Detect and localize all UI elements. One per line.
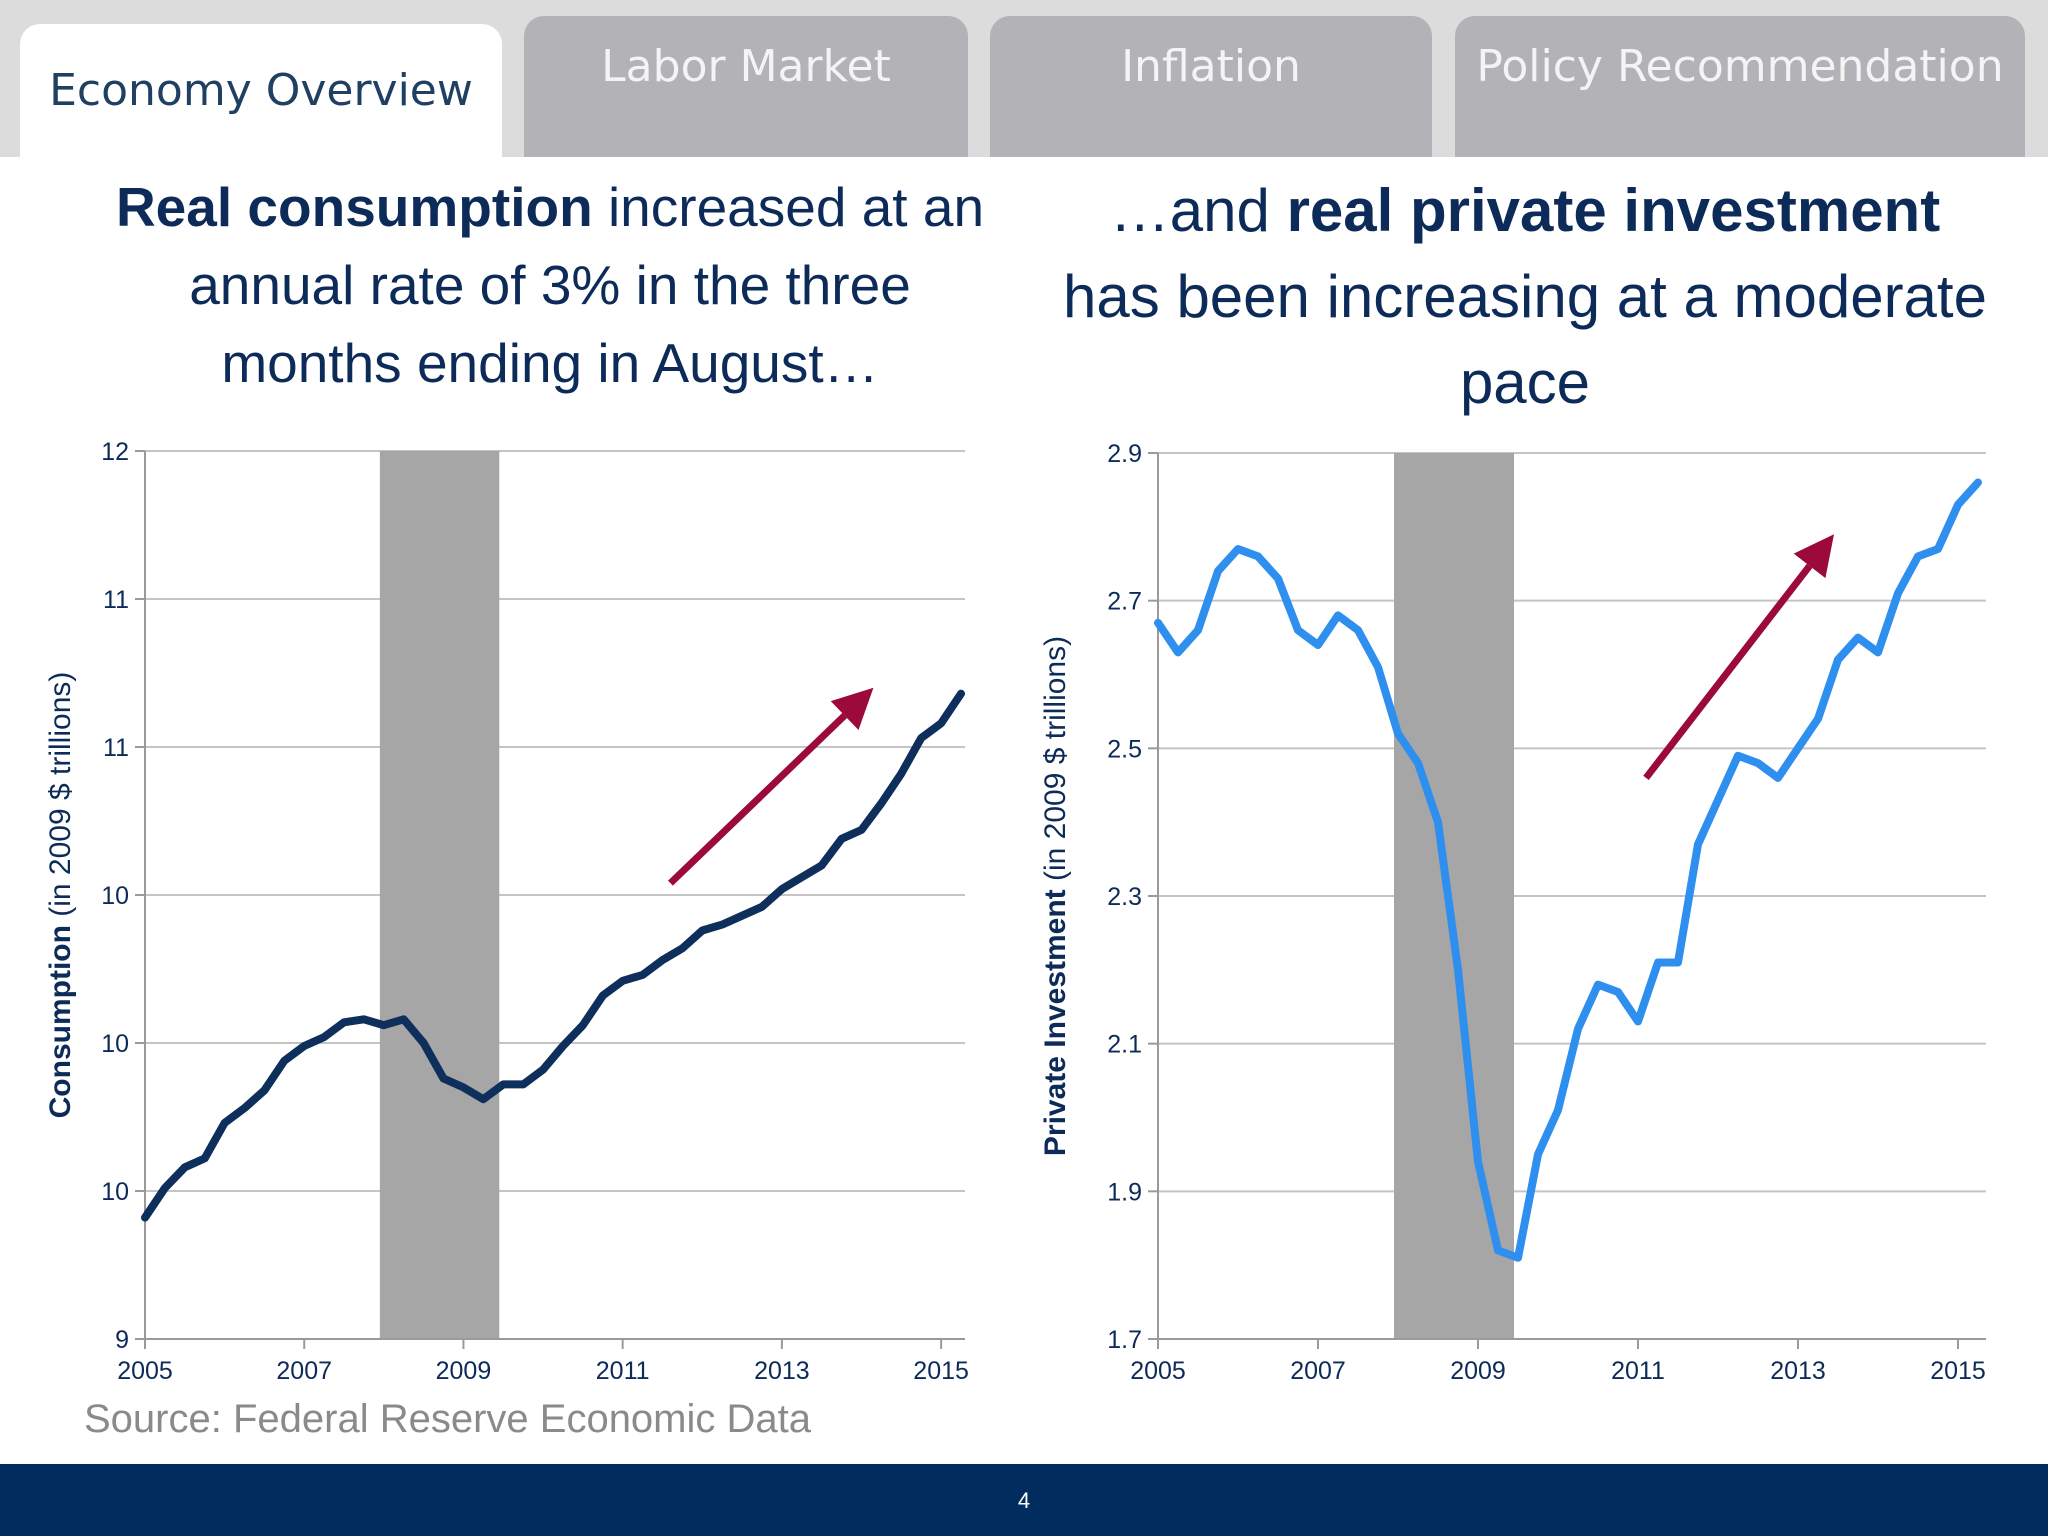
consumption-trend-arrow-shaft bbox=[668, 713, 848, 886]
consumption-y-axis-label: Consumption (in 2009 $ trillions) bbox=[44, 672, 77, 1119]
investment-y-tick-label: 2.7 bbox=[1107, 588, 1142, 616]
tab-bar: Economy Overview Labor Market Inflation … bbox=[0, 0, 2048, 157]
consumption-y-tick-label: 11 bbox=[103, 734, 129, 762]
consumption-y-tick-label: 10 bbox=[101, 1178, 129, 1206]
investment-x-tick-label: 2009 bbox=[1450, 1357, 1506, 1385]
tab-policy-recommendation[interactable]: Policy Recommendation bbox=[1455, 16, 2025, 157]
left-headline: Real consumption increased at an annual … bbox=[110, 168, 990, 402]
right-headline: …and real private investment has been in… bbox=[1060, 168, 1990, 426]
consumption-chart: 9 10 10 10 11 11 12 2005 2007 2009 2011 2013 2015 Con… bbox=[44, 438, 969, 1385]
consumption-x-tick-label: 2011 bbox=[596, 1357, 650, 1385]
right-headline-bold: real private investment bbox=[1286, 177, 1941, 244]
investment-x-tick-label: 2007 bbox=[1290, 1357, 1346, 1385]
consumption-x-tick-label: 2005 bbox=[117, 1357, 173, 1385]
investment-y-axis-label-bold: Private Investment bbox=[1039, 889, 1072, 1156]
consumption-recession-band bbox=[379, 451, 500, 1339]
consumption-y-axis-label-rest: (in 2009 $ trillions) bbox=[44, 672, 77, 925]
tab-economy-overview[interactable]: Economy Overview bbox=[20, 24, 502, 157]
investment-y-axis-label: Private Investment (in 2009 $ trillions) bbox=[1039, 636, 1072, 1156]
investment-y-tick-label: 1.7 bbox=[1107, 1326, 1142, 1354]
investment-series-line bbox=[1154, 478, 1982, 1262]
consumption-trend-arrowhead bbox=[830, 687, 874, 730]
consumption-y-tick-label: 12 bbox=[101, 438, 129, 466]
investment-x-tick-label: 2011 bbox=[1611, 1357, 1665, 1385]
tab-labor-market[interactable]: Labor Market bbox=[524, 16, 968, 157]
source-note: Source: Federal Reserve Economic Data bbox=[84, 1397, 811, 1441]
consumption-series-line bbox=[141, 689, 965, 1222]
right-headline-lead: …and bbox=[1109, 177, 1287, 244]
investment-y-tick-label: 2.3 bbox=[1107, 883, 1142, 911]
investment-x-tick-label: 2015 bbox=[1930, 1357, 1986, 1385]
footer-bar bbox=[0, 1464, 2048, 1536]
consumption-x-tick-label: 2013 bbox=[754, 1357, 810, 1385]
consumption-x-tick-label: 2015 bbox=[913, 1357, 969, 1385]
investment-x-tick-label: 2005 bbox=[1130, 1357, 1186, 1385]
consumption-y-tick-label: 10 bbox=[101, 882, 129, 910]
investment-x-tick-label: 2013 bbox=[1770, 1357, 1826, 1385]
investment-y-tick-label: 2.9 bbox=[1107, 440, 1142, 468]
page-number: 4 bbox=[1017, 1488, 1031, 1513]
investment-y-tick-label: 1.9 bbox=[1107, 1178, 1142, 1206]
consumption-x-tick-label: 2007 bbox=[276, 1357, 332, 1385]
investment-chart: 1.7 1.9 2.1 2.3 2.5 2.7 2.9 2005 2007 2009 2011 201… bbox=[1039, 440, 1986, 1385]
investment-trend-arrow-shaft bbox=[1643, 563, 1813, 781]
investment-recession-band bbox=[1394, 453, 1514, 1339]
consumption-x-tick-label: 2009 bbox=[436, 1357, 492, 1385]
investment-y-tick-label: 2.1 bbox=[1107, 1031, 1142, 1059]
consumption-y-tick-label: 11 bbox=[103, 586, 129, 614]
investment-trend-arrowhead bbox=[1793, 534, 1834, 579]
right-headline-rest: has been increasing at a moderate pace bbox=[1063, 263, 1987, 416]
left-headline-rest: increased at an annual rate of 3% in the… bbox=[189, 176, 985, 394]
consumption-y-tick-label: 10 bbox=[101, 1030, 129, 1058]
investment-y-axis-label-rest: (in 2009 $ trillions) bbox=[1039, 636, 1072, 889]
investment-y-tick-label: 2.5 bbox=[1107, 735, 1142, 763]
consumption-y-axis-label-bold: Consumption bbox=[44, 925, 77, 1118]
consumption-y-tick-label: 9 bbox=[115, 1326, 129, 1354]
tab-inflation[interactable]: Inflation bbox=[990, 16, 1432, 157]
left-headline-bold: Real consumption bbox=[115, 176, 593, 238]
